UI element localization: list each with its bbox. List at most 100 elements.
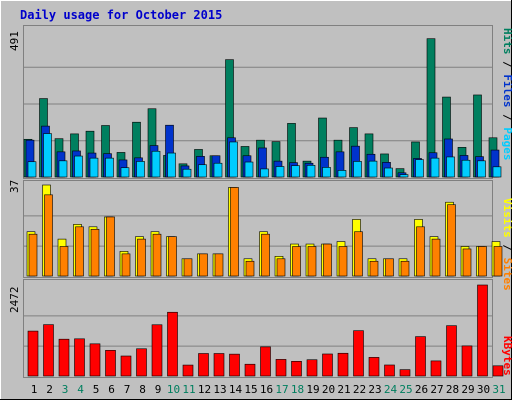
svg-text:Visits / Sites: Visits / Sites bbox=[501, 198, 512, 291]
y-max-label-middle: 37 bbox=[8, 180, 21, 193]
legend-kbytes: KBytes bbox=[501, 336, 512, 376]
bar-pages-day-12 bbox=[198, 164, 207, 178]
bar-kbytes-day-24 bbox=[384, 364, 395, 377]
bar-pages-day-27 bbox=[430, 157, 440, 178]
bar-kbytes-day-13 bbox=[213, 353, 225, 377]
bar-sites-day-8 bbox=[137, 238, 146, 277]
bar-kbytes-day-4 bbox=[74, 338, 85, 377]
x-label-day-6: 6 bbox=[108, 383, 115, 396]
bar-kbytes-day-3 bbox=[58, 338, 70, 377]
bar-kbytes-day-21 bbox=[337, 352, 349, 377]
legend-sites: Sites bbox=[501, 258, 512, 291]
legend-bottom: KBytes bbox=[501, 336, 512, 376]
legend-sep-2: / bbox=[501, 108, 512, 128]
bar-kbytes-day-26 bbox=[415, 336, 426, 377]
bar-kbytes-day-9 bbox=[151, 324, 163, 377]
x-axis-labels: 1 2 3 4 5 6 7 8 9 10 11 12 13 14 15 16 17 18 19 20 21 22 23 24 2… bbox=[31, 383, 506, 396]
bar-kbytes-day-6 bbox=[105, 350, 116, 377]
gridlines bbox=[24, 66, 492, 347]
bar-pages-day-3 bbox=[58, 160, 68, 178]
bar-sites-day-28 bbox=[447, 204, 456, 277]
bar-sites-day-23 bbox=[369, 260, 379, 277]
bar-sites-day-10 bbox=[168, 236, 177, 277]
bar-pages-day-16 bbox=[260, 168, 269, 178]
x-label-day-17: 17 bbox=[275, 383, 288, 396]
bar-sites-day-9 bbox=[152, 233, 162, 277]
x-label-day-16: 16 bbox=[260, 383, 273, 396]
bar-pages-day-31 bbox=[492, 166, 502, 178]
bar-sites-day-20 bbox=[323, 243, 332, 277]
legend-middle: Visits / Sites bbox=[501, 198, 512, 291]
bar-pages-day-11 bbox=[182, 168, 192, 178]
bar-sites-day-19 bbox=[307, 246, 317, 277]
bar-pages-day-13 bbox=[213, 162, 223, 178]
bar-pages-day-6 bbox=[105, 157, 114, 178]
bar-kbytes-day-5 bbox=[89, 343, 101, 377]
bar-kbytes-day-8 bbox=[136, 348, 147, 377]
bar-pages-day-23 bbox=[368, 160, 378, 178]
bar-kbytes-day-30 bbox=[477, 284, 488, 377]
bar-kbytes-day-15 bbox=[244, 363, 256, 377]
bar-sites-day-3 bbox=[59, 246, 69, 277]
svg-text:KBytes: KBytes bbox=[501, 336, 512, 376]
bar-sites-day-29 bbox=[462, 248, 472, 277]
bar-sites-day-13 bbox=[214, 253, 224, 277]
bar-pages-day-24 bbox=[384, 167, 393, 178]
bar-pages-day-9 bbox=[151, 150, 161, 178]
bar-kbytes-day-27 bbox=[430, 360, 442, 377]
bar-pages-day-8 bbox=[136, 161, 145, 178]
x-label-day-24: 24 bbox=[384, 383, 398, 396]
bar-sites-day-31 bbox=[493, 246, 503, 277]
legend-sep-3: / bbox=[501, 238, 512, 258]
x-label-day-20: 20 bbox=[322, 383, 335, 396]
bar-pages-day-19 bbox=[306, 165, 316, 178]
bar-kbytes-day-18 bbox=[291, 361, 302, 377]
bar-pages-day-26 bbox=[415, 159, 424, 178]
x-label-day-11: 11 bbox=[182, 383, 195, 396]
legend-files: Files bbox=[501, 74, 512, 107]
x-label-day-31: 31 bbox=[492, 383, 505, 396]
bar-sites-day-7 bbox=[121, 253, 131, 277]
bar-pages-day-4 bbox=[74, 155, 83, 178]
bar-pages-day-10 bbox=[167, 152, 176, 178]
bar-pages-day-28 bbox=[446, 156, 455, 178]
bar-kbytes-day-28 bbox=[446, 325, 457, 377]
panel-kbytes bbox=[23, 279, 493, 378]
bar-sites-day-11 bbox=[183, 258, 193, 277]
bar-sites-day-27 bbox=[431, 238, 441, 277]
bar-kbytes-day-1 bbox=[27, 330, 39, 377]
bar-pages-day-25 bbox=[399, 174, 409, 178]
bar-sites-day-2 bbox=[44, 194, 53, 277]
x-label-day-26: 26 bbox=[415, 383, 428, 396]
bar-kbytes-day-19 bbox=[306, 359, 318, 377]
x-label-day-7: 7 bbox=[124, 383, 131, 396]
bars bbox=[23, 38, 504, 377]
bar-sites-day-26 bbox=[416, 226, 425, 277]
bar-pages-day-15 bbox=[244, 161, 254, 178]
bar-sites-day-12 bbox=[199, 253, 208, 277]
bar-kbytes-day-11 bbox=[182, 364, 194, 377]
bar-pages-day-30 bbox=[477, 160, 486, 178]
x-label-day-3: 3 bbox=[62, 383, 69, 396]
bar-pages-day-7 bbox=[120, 167, 130, 178]
x-label-day-15: 15 bbox=[244, 383, 257, 396]
bar-sites-day-22 bbox=[354, 231, 363, 277]
bar-kbytes-day-16 bbox=[260, 346, 271, 377]
bar-pages-day-22 bbox=[353, 161, 362, 178]
x-label-day-4: 4 bbox=[77, 383, 84, 396]
bar-sites-day-18 bbox=[292, 246, 301, 277]
bar-kbytes-day-25 bbox=[399, 369, 411, 377]
x-label-day-12: 12 bbox=[198, 383, 211, 396]
legend-pages: Pages bbox=[501, 127, 512, 160]
bar-pages-day-21 bbox=[337, 170, 347, 178]
x-label-day-22: 22 bbox=[353, 383, 366, 396]
bar-sites-day-16 bbox=[261, 233, 270, 277]
bar-pages-day-29 bbox=[461, 159, 471, 178]
y-max-label-top: 491 bbox=[8, 31, 21, 51]
x-label-day-29: 29 bbox=[461, 383, 474, 396]
bar-pages-day-14 bbox=[229, 141, 238, 178]
bar-kbytes-day-23 bbox=[368, 357, 380, 377]
bar-sites-day-30 bbox=[478, 246, 487, 277]
bar-sites-day-15 bbox=[245, 260, 255, 277]
